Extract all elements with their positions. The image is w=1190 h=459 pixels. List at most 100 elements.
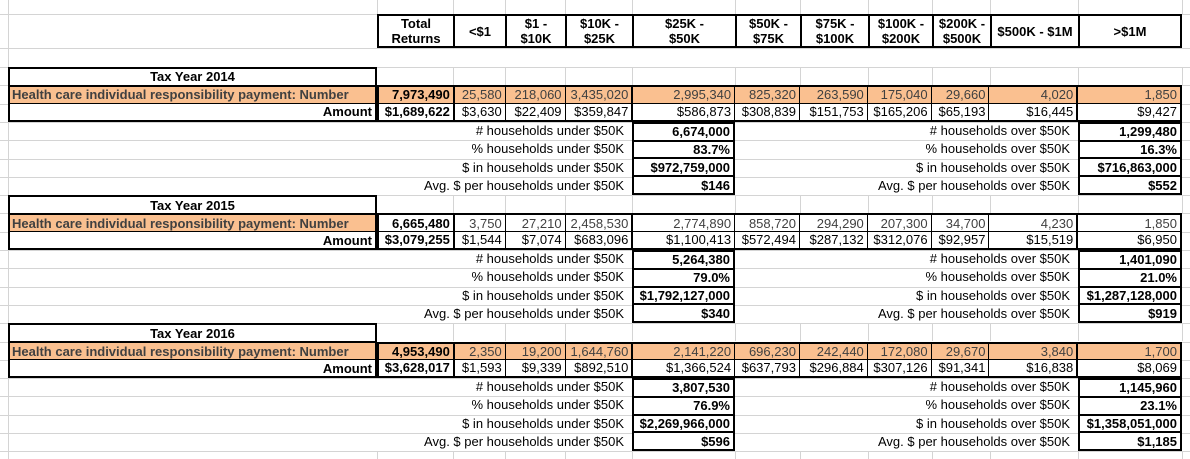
amount-cell[interactable]: $6,950 (1076, 231, 1180, 248)
number-cell[interactable]: 242,440 (798, 343, 867, 359)
number-cell[interactable]: 2,458,530 (564, 215, 632, 231)
summary-label[interactable]: Avg. $ per households over $50K (877, 177, 1070, 193)
number-cell[interactable]: 25,580 (452, 87, 505, 103)
amount-cell[interactable]: $15,519 (988, 231, 1077, 248)
summary-label[interactable]: % households over $50K (925, 269, 1070, 285)
amount-row-label[interactable]: Amount (322, 104, 372, 120)
number-cell[interactable]: 29,670 (930, 343, 989, 359)
summary-label[interactable]: Avg. $ per households over $50K (877, 305, 1070, 321)
number-cell[interactable]: 1,850 (1076, 215, 1180, 231)
amount-cell[interactable]: $1,100,413 (631, 231, 735, 248)
amount-cell[interactable]: $9,427 (1076, 103, 1180, 120)
number-cell[interactable]: 218,060 (504, 87, 565, 103)
amount-cell[interactable]: $16,445 (988, 103, 1077, 120)
amount-cell[interactable]: $7,074 (504, 231, 565, 248)
number-cell[interactable]: 172,080 (866, 343, 931, 359)
tax-year-title[interactable]: Tax Year 2015 (10, 197, 375, 216)
number-cell[interactable]: 19,200 (504, 343, 565, 359)
amount-cell[interactable]: $359,847 (564, 103, 632, 120)
number-cell[interactable]: 6,665,480 (377, 215, 453, 231)
summary-label[interactable]: $ in households over $50K (916, 287, 1070, 303)
summary-value-cell[interactable]: $716,863,000 (1080, 157, 1180, 175)
number-cell[interactable]: 858,720 (734, 215, 799, 231)
summary-value-cell[interactable]: 1,401,090 (1119, 252, 1177, 268)
summary-label[interactable]: % households under $50K (471, 269, 624, 285)
summary-value-cell[interactable]: $596 (634, 431, 733, 449)
header-cell[interactable]: $25K - $50K (632, 14, 735, 48)
amount-cell[interactable]: $65,193 (930, 103, 989, 120)
summary-value-cell[interactable]: $972,759,000 (634, 157, 733, 175)
amount-row-label[interactable]: Amount (322, 232, 372, 248)
amount-cell[interactable]: $1,544 (452, 231, 505, 248)
amount-cell[interactable]: $3,079,255 (377, 231, 453, 248)
number-cell[interactable]: 4,953,490 (377, 343, 453, 359)
number-cell[interactable]: 696,230 (734, 343, 799, 359)
amount-cell[interactable]: $307,126 (866, 359, 931, 377)
amount-cell[interactable]: $637,793 (734, 359, 799, 377)
amount-row-label[interactable]: Amount (322, 360, 372, 376)
summary-value-cell[interactable]: $1,287,128,000 (1080, 285, 1180, 304)
summary-label[interactable]: # households over $50K (929, 122, 1070, 138)
summary-value-cell[interactable]: 76.9% (634, 395, 733, 414)
summary-label[interactable]: $ in households over $50K (916, 415, 1070, 431)
amount-cell[interactable]: $296,884 (798, 359, 867, 377)
number-cell[interactable]: 29,660 (930, 87, 989, 103)
amount-cell[interactable]: $1,689,622 (377, 103, 453, 120)
summary-value-cell[interactable]: $340 (634, 303, 733, 321)
summary-label[interactable]: % households over $50K (925, 397, 1070, 413)
summary-value-cell[interactable]: $146 (634, 175, 733, 193)
summary-value-cell[interactable]: 1,145,960 (1119, 380, 1177, 396)
summary-label[interactable]: $ in households over $50K (916, 159, 1070, 175)
header-cell[interactable]: $75K - $100K (800, 14, 868, 48)
amount-cell[interactable]: $91,341 (930, 359, 989, 377)
summary-value-cell[interactable]: 5,264,380 (672, 252, 730, 268)
summary-label[interactable]: # households under $50K (475, 379, 624, 395)
summary-label[interactable]: % households over $50K (925, 141, 1070, 157)
amount-cell[interactable]: $683,096 (564, 231, 632, 248)
number-cell[interactable]: 2,141,220 (631, 343, 735, 359)
summary-value-cell[interactable]: 3,807,530 (672, 380, 730, 396)
amount-cell[interactable]: $165,206 (866, 103, 931, 120)
number-cell[interactable]: 1,700 (1076, 343, 1180, 359)
summary-value-cell[interactable]: 83.7% (634, 139, 733, 158)
number-cell[interactable]: 2,350 (452, 343, 505, 359)
summary-label[interactable]: $ in households under $50K (462, 159, 624, 175)
amount-cell[interactable]: $9,339 (504, 359, 565, 377)
summary-value-cell[interactable]: $1,358,051,000 (1080, 413, 1180, 432)
summary-value-cell[interactable]: 79.0% (634, 267, 733, 286)
summary-label[interactable]: # households over $50K (929, 251, 1070, 266)
amount-cell[interactable]: $92,957 (930, 231, 989, 248)
number-cell[interactable]: 2,774,890 (631, 215, 735, 231)
number-cell[interactable]: 34,700 (930, 215, 989, 231)
summary-label[interactable]: Avg. $ per households under $50K (424, 177, 624, 193)
summary-value-cell[interactable]: 1,299,480 (1119, 124, 1177, 140)
number-cell[interactable]: 2,995,340 (631, 87, 735, 103)
number-cell[interactable]: 263,590 (798, 87, 867, 103)
number-cell[interactable]: 1,644,760 (564, 343, 632, 359)
header-cell[interactable]: $1 - $10K (505, 14, 565, 48)
summary-label[interactable]: Avg. $ per households under $50K (424, 305, 624, 321)
summary-label[interactable]: $ in households under $50K (462, 415, 624, 431)
number-row-label[interactable]: Health care individual responsibility pa… (10, 343, 375, 361)
number-cell[interactable]: 825,320 (734, 87, 799, 103)
amount-cell[interactable]: $586,873 (631, 103, 735, 120)
tax-year-title[interactable]: Tax Year 2014 (10, 69, 375, 87)
summary-value-cell[interactable]: 16.3% (1080, 139, 1180, 158)
summary-value-cell[interactable]: $919 (1080, 303, 1180, 321)
number-cell[interactable]: 3,840 (988, 343, 1077, 359)
summary-label[interactable]: % households under $50K (471, 141, 624, 157)
amount-cell[interactable]: $312,076 (866, 231, 931, 248)
summary-value-cell[interactable]: 23.1% (1080, 395, 1180, 414)
header-cell[interactable]: $50K - $75K (735, 14, 800, 48)
summary-value-cell[interactable]: $552 (1080, 175, 1180, 193)
summary-label[interactable]: # households under $50K (475, 251, 624, 266)
amount-cell[interactable]: $22,409 (504, 103, 565, 120)
number-cell[interactable]: 1,850 (1076, 87, 1180, 103)
number-cell[interactable]: 294,290 (798, 215, 867, 231)
summary-label[interactable]: % households under $50K (471, 397, 624, 413)
amount-cell[interactable]: $8,069 (1076, 359, 1180, 377)
summary-label[interactable]: $ in households under $50K (462, 287, 624, 303)
header-cell[interactable]: $10K - $25K (565, 14, 632, 48)
summary-value-cell[interactable]: $1,185 (1080, 431, 1180, 449)
summary-value-cell[interactable]: $2,269,966,000 (634, 413, 733, 432)
